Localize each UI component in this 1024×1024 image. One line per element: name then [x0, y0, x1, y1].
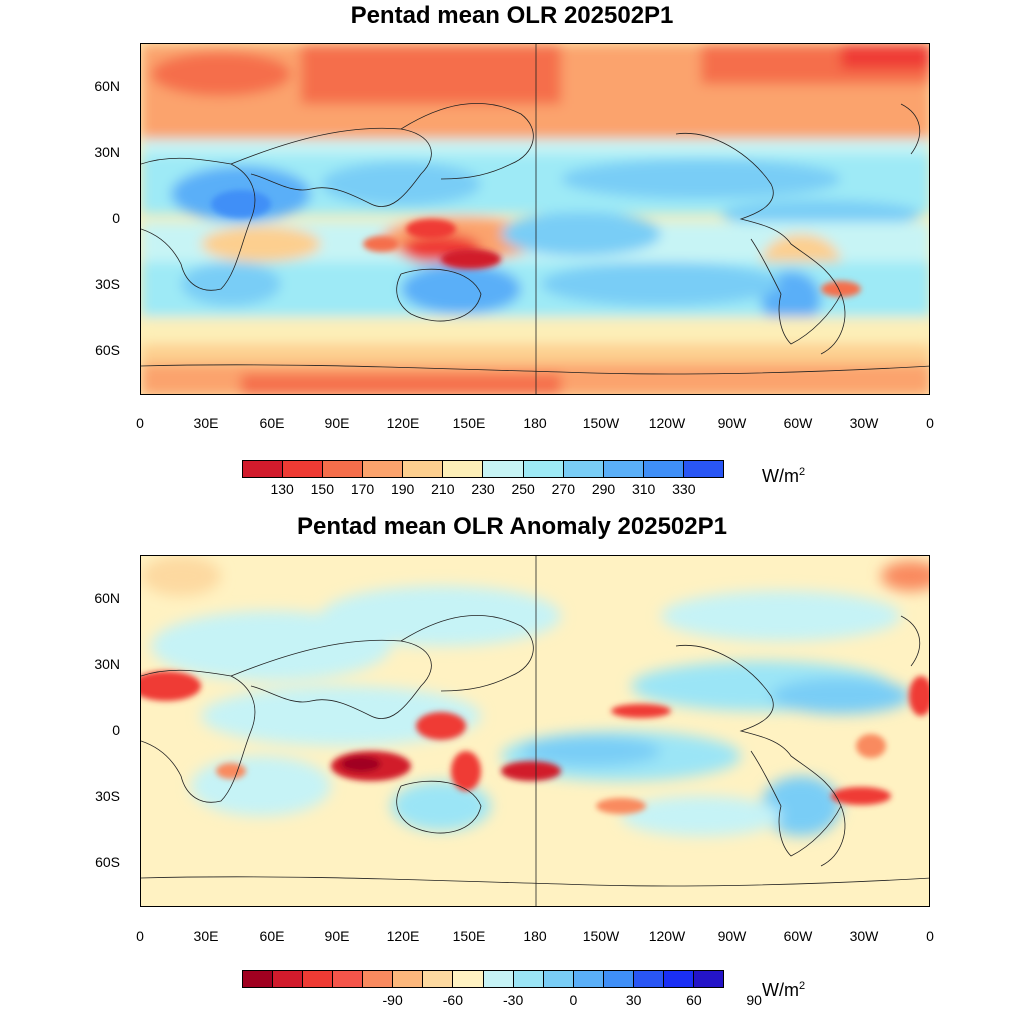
- map2-plot-area: [140, 555, 930, 907]
- map1-lon-label: 150W: [582, 415, 620, 431]
- map1-olr-field: [141, 44, 929, 394]
- colorbar-tick-label: 210: [431, 481, 455, 497]
- colorbar-swatch: [683, 461, 723, 477]
- map1-units-sup: 2: [798, 466, 806, 478]
- colorbar-swatch: [323, 461, 364, 477]
- colorbar-tick-label: -60: [442, 992, 463, 1008]
- colorbar-swatch: [603, 461, 644, 477]
- map1-title: Pentad mean OLR 202502P1: [350, 2, 674, 29]
- colorbar-swatch: [443, 461, 484, 477]
- map1-lon-label: 90W: [717, 415, 747, 431]
- map2-lat-label: 30S: [95, 788, 120, 804]
- map1-lon-label: 60E: [259, 415, 285, 431]
- map1-lon-label: 120E: [386, 415, 420, 431]
- colorbar-tick-label: -30: [503, 992, 524, 1008]
- map2-lon-label: 120W: [648, 928, 686, 944]
- map1-lon-label: 180: [523, 415, 547, 431]
- map2-units: W/m2: [762, 980, 805, 1001]
- colorbar-swatch: [633, 971, 664, 987]
- colorbar-tick-label: 290: [591, 481, 616, 497]
- map1-lat-label: 60S: [95, 342, 120, 358]
- colorbar-tick-label: 90: [746, 992, 762, 1008]
- map2-lon-label: 120E: [386, 928, 420, 944]
- colorbar-swatch: [393, 971, 424, 987]
- colorbar-swatch: [333, 971, 364, 987]
- colorbar-tick-label: 130: [270, 481, 294, 497]
- colorbar-swatch: [423, 971, 454, 987]
- colorbar-tick-label: -90: [382, 992, 403, 1008]
- colorbar-tick-label: 190: [390, 481, 415, 497]
- map1-lon-label: 90E: [324, 415, 350, 431]
- colorbar-swatch: [573, 971, 604, 987]
- map2-olr-anomaly-field: [141, 556, 929, 906]
- map2-lon-label: 180: [523, 928, 547, 944]
- map2-lon-label: 60E: [259, 928, 285, 944]
- colorbar-swatch: [283, 461, 324, 477]
- map2-lat-label: 0: [112, 722, 120, 738]
- colorbar-swatch: [243, 971, 274, 987]
- map2-lat-label: 60N: [94, 590, 120, 606]
- colorbar-swatch: [363, 971, 394, 987]
- colorbar-swatch: [603, 971, 634, 987]
- colorbar-tick-label: 150: [310, 481, 334, 497]
- map1-units-text: W/m: [762, 466, 799, 486]
- map1-lon-label: 0: [926, 415, 934, 431]
- colorbar-swatch: [513, 971, 544, 987]
- map1-plot-area: [140, 43, 930, 395]
- map2-lon-label: 90W: [717, 928, 747, 944]
- colorbar-swatch: [483, 461, 524, 477]
- colorbar-tick-label: 60: [686, 992, 702, 1008]
- map2-lat-label: 30N: [94, 656, 120, 672]
- map2-lon-label: 150W: [582, 928, 620, 944]
- map2-title: Pentad mean OLR Anomaly 202502P1: [297, 513, 727, 540]
- map2-lon-label: 30E: [193, 928, 219, 944]
- map1-lat-label: 0: [112, 210, 120, 226]
- colorbar-swatch: [403, 461, 444, 477]
- map1-lon-label: 30E: [193, 415, 219, 431]
- map2-lon-label: 60W: [783, 928, 813, 944]
- colorbar-tick-label: 0: [569, 992, 578, 1008]
- map2-colorbar: [242, 970, 724, 988]
- map2-lon-label: 0: [926, 928, 934, 944]
- colorbar-swatch: [303, 971, 334, 987]
- colorbar-tick-label: 30: [625, 992, 642, 1008]
- map1-lat-label: 30S: [95, 276, 120, 292]
- colorbar-swatch: [523, 461, 564, 477]
- colorbar-tick-label: 330: [672, 481, 696, 497]
- colorbar-swatch: [243, 461, 284, 477]
- map1-units: W/m2: [762, 466, 805, 487]
- map1-colorbar: [242, 460, 724, 478]
- map2-units-sup: 2: [798, 980, 806, 992]
- colorbar-swatch: [693, 971, 723, 987]
- colorbar-tick-label: 270: [551, 481, 575, 497]
- map2-lon-label: 90E: [324, 928, 350, 944]
- colorbar-tick-label: 170: [350, 481, 375, 497]
- map1-lat-label: 30N: [94, 144, 120, 160]
- map2-lon-label: 150E: [452, 928, 486, 944]
- map1-lon-label: 150E: [452, 415, 486, 431]
- map1-lon-label: 60W: [783, 415, 813, 431]
- map2-lon-label: 30W: [849, 928, 879, 944]
- map1-lon-label: 120W: [648, 415, 686, 431]
- colorbar-swatch: [563, 461, 604, 477]
- map1-lat-label: 60N: [94, 78, 120, 94]
- colorbar-swatch: [663, 971, 694, 987]
- colorbar-swatch: [453, 971, 484, 987]
- colorbar-swatch: [483, 971, 514, 987]
- colorbar-swatch: [273, 971, 304, 987]
- map1-lon-label: 30W: [849, 415, 879, 431]
- map2-lon-label: 0: [136, 928, 144, 944]
- colorbar-tick-label: 310: [631, 481, 656, 497]
- colorbar-tick-label: 250: [511, 481, 535, 497]
- colorbar-swatch: [643, 461, 684, 477]
- colorbar-swatch: [543, 971, 574, 987]
- map2-lat-label: 60S: [95, 854, 120, 870]
- colorbar-swatch: [363, 461, 404, 477]
- map2-units-text: W/m: [762, 980, 799, 1000]
- colorbar-tick-label: 230: [471, 481, 495, 497]
- map1-lon-label: 0: [136, 415, 144, 431]
